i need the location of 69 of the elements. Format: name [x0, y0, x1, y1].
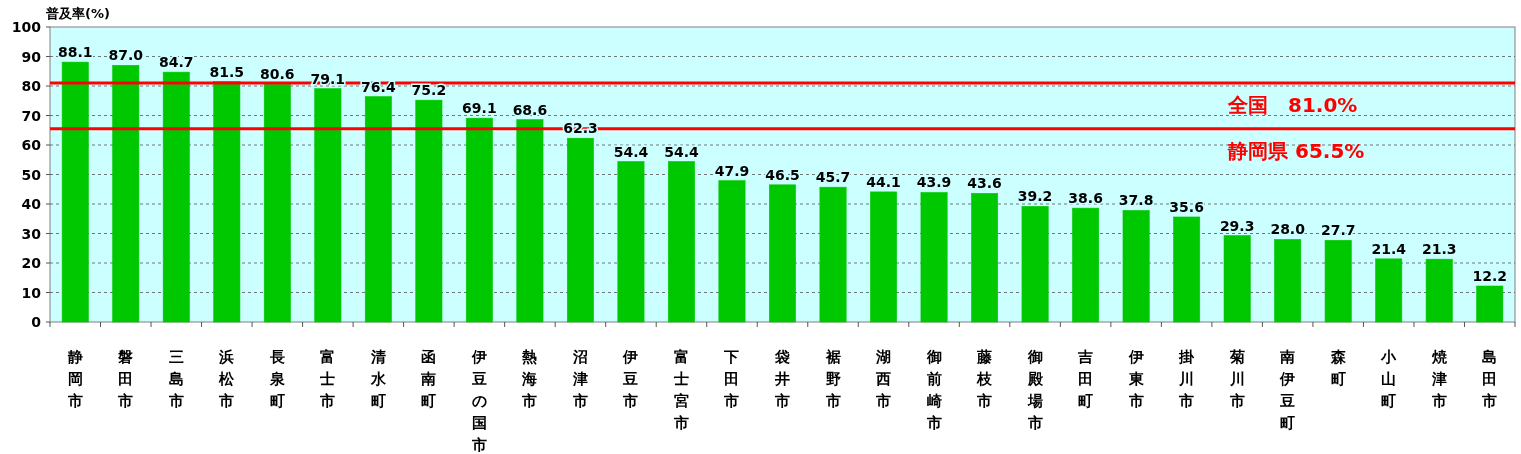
data-label: 43.6	[967, 175, 1002, 192]
x-tick-label: 下田市	[723, 348, 740, 410]
data-label: 69.1	[462, 100, 497, 117]
x-tick-label: 湖西市	[875, 348, 892, 410]
x-tick-label: 富士宮市	[672, 348, 689, 432]
x-tick-label: 焼津市	[1430, 348, 1448, 410]
data-label: 35.6	[1169, 198, 1204, 215]
data-label: 68.6	[512, 101, 548, 118]
x-tick-label: 沼津市	[571, 348, 588, 410]
data-label: 54.4	[664, 143, 699, 160]
y-tick-label: 40	[21, 196, 42, 212]
x-tick-label: 磐田市	[117, 348, 134, 410]
x-tick-label: 森町	[1329, 348, 1347, 388]
data-label: 12.2	[1472, 268, 1508, 285]
y-tick-label: 80	[21, 78, 42, 94]
y-axis-title: 普及率(%)	[45, 6, 110, 21]
x-tick-label: 袋井市	[774, 348, 790, 410]
data-label: 81.5	[209, 63, 245, 80]
data-label: 80.6	[260, 66, 295, 83]
x-tick-label: 裾野市	[824, 348, 841, 410]
data-label: 75.2	[411, 82, 447, 99]
y-tick-label: 20	[21, 255, 42, 271]
data-label: 46.5	[765, 166, 800, 183]
x-tick-label: 御前崎市	[925, 348, 942, 432]
x-tick-label: 伊豆市	[622, 348, 639, 410]
y-tick-label: 60	[21, 137, 42, 153]
data-label: 84.7	[159, 54, 194, 71]
x-tick-label: 富士市	[319, 348, 336, 410]
data-label: 44.1	[866, 173, 901, 190]
x-tick-label: 長泉町	[268, 348, 285, 410]
data-label: 37.8	[1118, 192, 1154, 209]
x-tick-label: 伊東市	[1127, 348, 1145, 410]
x-tick-label: 静岡市	[66, 348, 83, 410]
data-label: 29.3	[1219, 217, 1255, 234]
data-label: 47.9	[714, 162, 750, 179]
x-tick-label: 小山町	[1380, 348, 1398, 410]
x-tick-label: 菊川市	[1228, 348, 1245, 410]
x-tick-label: 浜松市	[218, 348, 236, 410]
y-tick-label: 90	[21, 48, 42, 65]
y-tick-label: 30	[21, 225, 42, 242]
ref-line-label: 全国 81.0%	[1227, 93, 1358, 118]
data-label: 87.0	[108, 47, 144, 64]
data-label: 38.6	[1068, 190, 1103, 207]
data-label: 39.2	[1017, 188, 1053, 205]
data-label: 28.0	[1270, 221, 1306, 238]
y-tick-label: 10	[21, 284, 42, 301]
data-label: 43.9	[916, 174, 952, 191]
x-tick-label: 伊豆の国市	[470, 348, 487, 454]
y-tick-label: 50	[21, 166, 42, 183]
data-label: 21.4	[1371, 240, 1407, 257]
y-tick-label: 100	[11, 19, 42, 35]
data-label: 54.4	[613, 143, 649, 160]
x-tick-label: 南伊豆町	[1279, 348, 1296, 432]
x-tick-label: 函南町	[420, 348, 437, 410]
x-tick-label: 御殿場市	[1026, 348, 1044, 432]
x-tick-label: 藤枝市	[976, 348, 994, 410]
data-label: 88.1	[57, 44, 93, 61]
x-tick-label: 熱海市	[521, 348, 538, 410]
data-label: 27.7	[1320, 222, 1356, 239]
y-tick-label: 0	[31, 314, 42, 330]
data-label: 21.3	[1421, 241, 1457, 258]
x-tick-label: 吉田町	[1077, 348, 1094, 410]
x-tick-label: 島田市	[1481, 348, 1498, 410]
y-tick-label: 70	[21, 107, 42, 124]
x-tick-label: 三島市	[167, 348, 184, 410]
ref-line-label: 静岡県 65.5%	[1227, 138, 1365, 163]
x-tick-label: 清水町	[369, 348, 387, 410]
x-tick-label: 掛川市	[1178, 348, 1196, 410]
data-label: 45.7	[815, 169, 851, 186]
